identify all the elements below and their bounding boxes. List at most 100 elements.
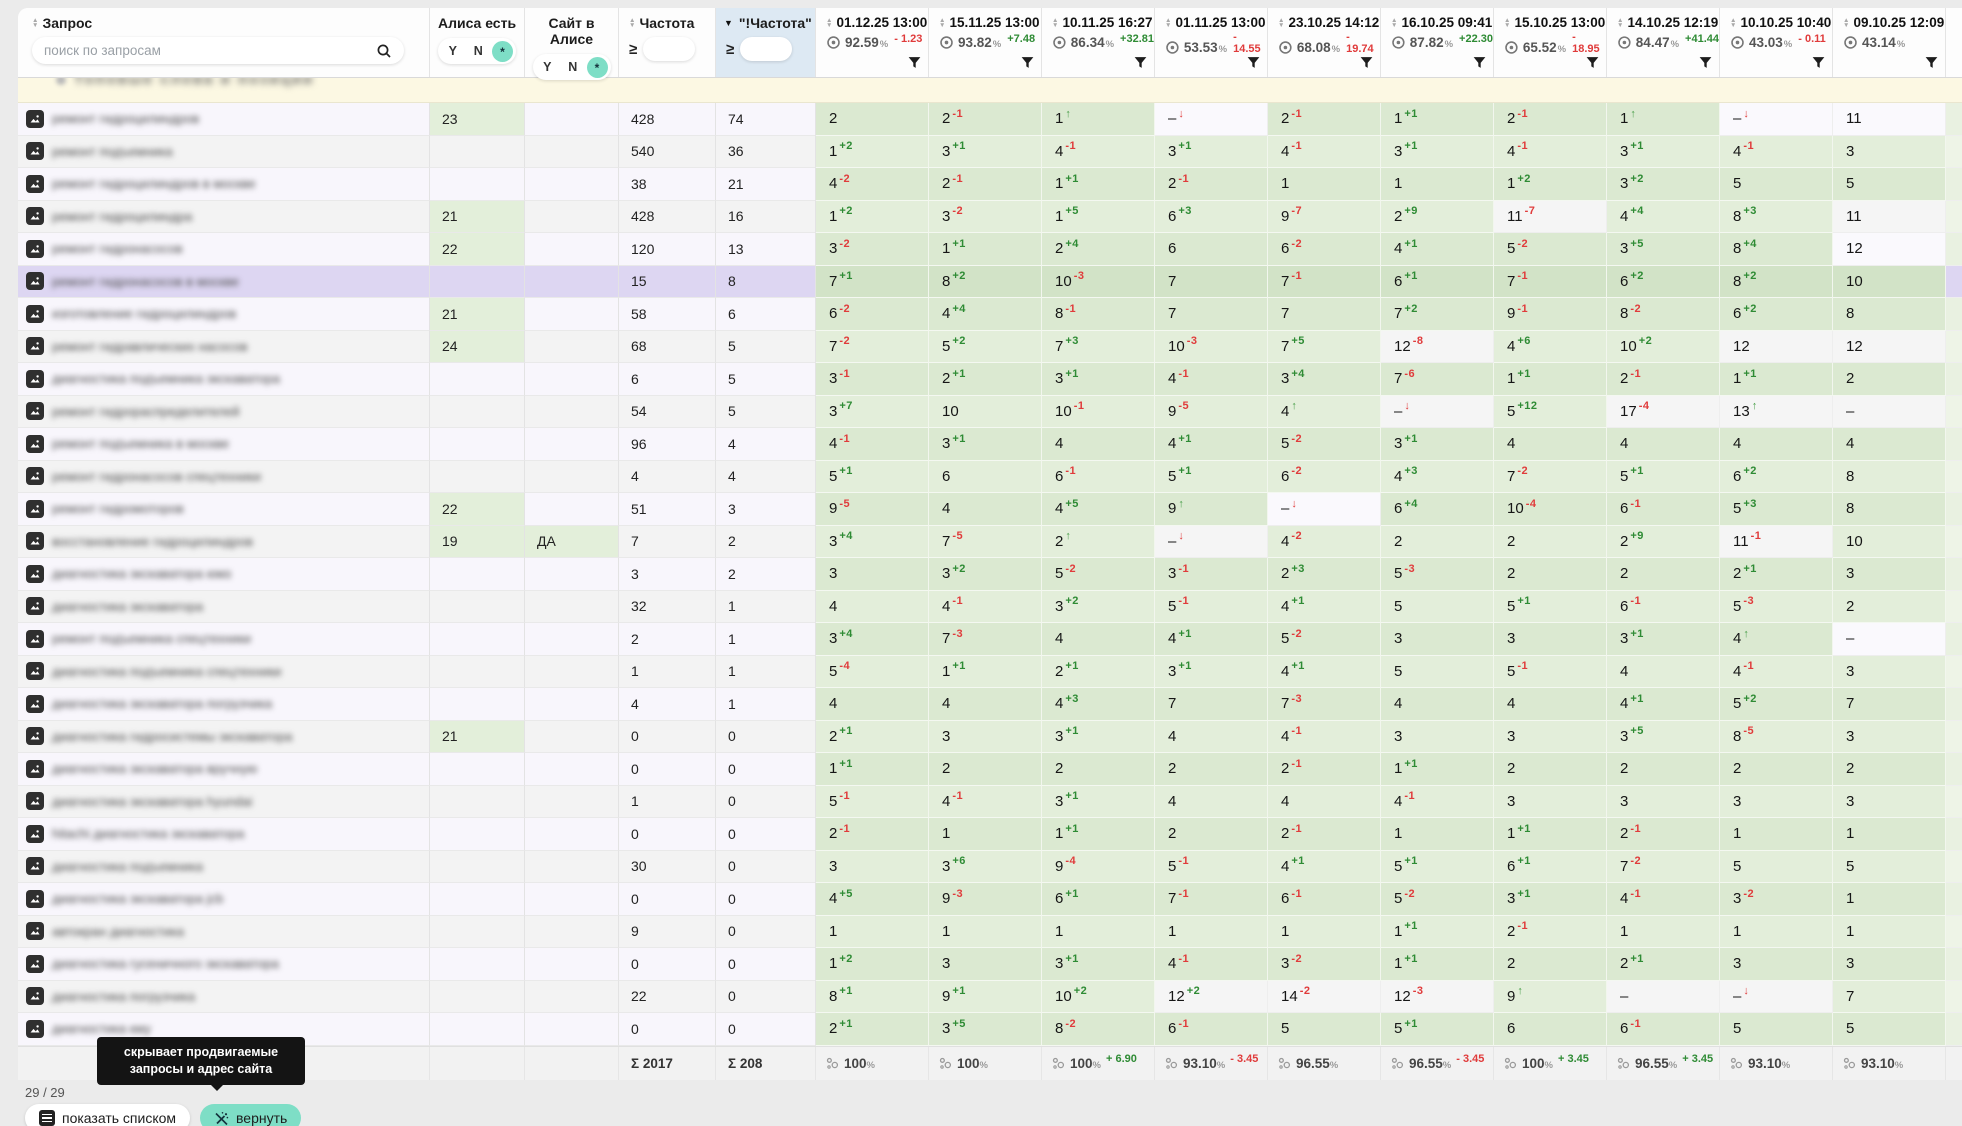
query-cell[interactable]: изготовление гидроцилиндров bbox=[18, 298, 430, 331]
eye-icon[interactable] bbox=[939, 35, 954, 50]
query-cell[interactable]: диагностика экскаватора jcb bbox=[18, 883, 430, 916]
query-cell[interactable]: диагностика гусеничного экскаватора bbox=[18, 948, 430, 981]
table-row[interactable]: ремонт гидронасосов в москве 15 8 7 +1 8 +2 10-… bbox=[18, 265, 1962, 298]
filter-funnel-icon[interactable] bbox=[1247, 56, 1260, 74]
table-row[interactable]: диагностика кму 0 0 2 +1 3 +5 8 -2 6 -1 5 5 +1 6 6 -1 5 5 bbox=[18, 1013, 1962, 1046]
table-row[interactable]: ремонт гидроцилиндра 21 428 16 1 +2 3 -2 1 +5 6 +3 9… bbox=[18, 200, 1962, 233]
sort-icon[interactable]: ▲ ▼ bbox=[32, 17, 39, 29]
query-cell[interactable]: ремонт гидронасосов спецтехники bbox=[18, 460, 430, 493]
table-row[interactable]: ремонт гидронасосов спецтехники 4 4 5 +1 6 6 -1… bbox=[18, 460, 1962, 493]
sort-icon[interactable]: ▲ ▼ bbox=[1052, 16, 1059, 29]
sort-icon[interactable]: ▲ ▼ bbox=[826, 16, 833, 29]
date-sort-header[interactable]: ▲ ▼ 15.11.25 13:00 bbox=[939, 15, 1041, 30]
filter-funnel-icon[interactable] bbox=[1586, 56, 1599, 74]
query-cell[interactable]: ремонт подъемника в москве bbox=[18, 428, 430, 461]
eye-icon[interactable] bbox=[1391, 35, 1406, 50]
filter-funnel-icon[interactable] bbox=[1812, 56, 1825, 74]
sort-icon[interactable]: ▲ ▼ bbox=[1617, 16, 1624, 29]
table-row[interactable]: ремонт подъемника 540 36 1 +2 3 +1 4 -1 3 +1 4 -1 3 +1… bbox=[18, 135, 1962, 168]
query-cell[interactable]: диагностика подъемника спецтехники bbox=[18, 655, 430, 688]
site-filter-any[interactable]: * bbox=[586, 56, 608, 78]
table-row[interactable]: диагностика экскаватора погрузчика 4 1 4 4 4 +… bbox=[18, 688, 1962, 721]
search-input[interactable]: поиск по запросам bbox=[32, 37, 404, 64]
query-cell[interactable]: диагностика экскаватора вручную bbox=[18, 753, 430, 786]
show-as-list-button[interactable]: показать списком bbox=[25, 1104, 191, 1126]
query-cell[interactable]: диагностика кму bbox=[18, 1013, 430, 1046]
date-sort-header[interactable]: ▲ ▼ 01.11.25 13:00 bbox=[1165, 15, 1267, 30]
table-row[interactable]: изготовление гидроцилиндров 21 58 6 6 -2 4 +4 8-… bbox=[18, 298, 1962, 331]
group-collapse-icon[interactable] bbox=[56, 78, 66, 85]
table-row[interactable]: восстановление гидроцилиндров 19 ДА 7 2 3 +4 7-… bbox=[18, 525, 1962, 558]
group-header-row[interactable]: Топовые слова и позиции bbox=[18, 78, 1962, 103]
sort-icon[interactable]: ▲ ▼ bbox=[629, 17, 636, 29]
table-row[interactable]: ремонт гидронасосов 22 120 13 3 -2 1 +1 2 +4 6 6 -2 4… bbox=[18, 233, 1962, 266]
exact-frequency-sort-header[interactable]: ▼ "!Частота" bbox=[716, 15, 815, 31]
table-row[interactable]: ремонт подъемника спецтехники 2 1 3 +4 7 -3 4 4 +… bbox=[18, 623, 1962, 656]
query-cell[interactable]: диагностика экскаватора юмз bbox=[18, 558, 430, 591]
eye-icon[interactable] bbox=[826, 35, 841, 50]
return-button[interactable]: вернуть bbox=[200, 1104, 302, 1126]
sort-icon[interactable]: ▲ ▼ bbox=[1504, 16, 1511, 29]
query-cell[interactable]: ремонт подъемника спецтехники bbox=[18, 623, 430, 656]
query-cell[interactable]: ремонт гидронасосов в москве bbox=[18, 265, 430, 298]
date-sort-header[interactable]: ▲ ▼ 09.10.25 12:09 bbox=[1843, 15, 1945, 30]
filter-funnel-icon[interactable] bbox=[1925, 56, 1938, 74]
query-cell[interactable]: ремонт гидромоторов bbox=[18, 493, 430, 526]
query-cell[interactable]: ремонт гидроцилиндров bbox=[18, 103, 430, 136]
query-cell[interactable]: автокран диагностика bbox=[18, 915, 430, 948]
eye-icon[interactable] bbox=[1504, 40, 1519, 55]
alice-filter-no[interactable]: N bbox=[473, 44, 483, 58]
table-row[interactable]: диагностика экскаватора юмз 3 2 3 3 +2 5 -2 3 -1 2… bbox=[18, 558, 1962, 591]
query-sort-header[interactable]: ▲ ▼ Запрос bbox=[32, 15, 429, 31]
eye-icon[interactable] bbox=[1843, 35, 1858, 50]
table-row[interactable]: диагностика экскаватора jcb 0 0 4 +5 9 -3 6 +1 7-… bbox=[18, 883, 1962, 916]
query-cell[interactable]: диагностика экскаватора bbox=[18, 590, 430, 623]
table-row[interactable]: автокран диагностика 9 0 1 1 1 1 1 1 +1 2 -1 1 1 1 bbox=[18, 915, 1962, 948]
eye-icon[interactable] bbox=[1730, 35, 1745, 50]
query-cell[interactable]: ремонт гидравлических насосов bbox=[18, 330, 430, 363]
query-cell[interactable]: ремонт гидроцилиндра bbox=[18, 200, 430, 233]
table-row[interactable]: диагностика гусеничного экскаватора 0 0 1 +2… bbox=[18, 948, 1962, 981]
date-sort-header[interactable]: ▲ ▼ 14.10.25 12:19 bbox=[1617, 15, 1719, 30]
query-cell[interactable]: диагностика подъемника bbox=[18, 850, 430, 883]
table-row[interactable]: диагностика подъемника спецтехники 1 1 5 -4 1… bbox=[18, 655, 1962, 688]
table-row[interactable]: диагностика экскаватора hyundai 1 0 5 -1 4 -1 3… bbox=[18, 785, 1962, 818]
query-cell[interactable]: ремонт гидроцилиндров в москве bbox=[18, 168, 430, 201]
date-sort-header[interactable]: ▲ ▼ 01.12.25 13:00 bbox=[826, 15, 928, 30]
table-row[interactable]: hitachi диагностика экскаватора 0 0 2 -1 1 1 +1… bbox=[18, 818, 1962, 851]
table-row[interactable]: диагностика подъемника экскаватора 6 5 3 -1 2… bbox=[18, 363, 1962, 396]
frequency-filter-input[interactable] bbox=[643, 37, 696, 61]
filter-funnel-icon[interactable] bbox=[1360, 56, 1373, 74]
sort-icon[interactable]: ▲ ▼ bbox=[1278, 16, 1285, 29]
sort-icon[interactable]: ▲ ▼ bbox=[1391, 16, 1398, 29]
table-row[interactable]: ремонт гидромоторов 22 51 3 9 -5 4 4 +5 9 ↑ – ↓ 6 +4 10… bbox=[18, 493, 1962, 526]
table-row[interactable]: ремонт гидроцилиндров 23 428 74 2 2 -1 1 ↑ – ↓ 2 -1 1… bbox=[18, 103, 1962, 136]
sort-icon[interactable]: ▲ ▼ bbox=[939, 16, 946, 29]
date-sort-header[interactable]: ▲ ▼ 23.10.25 14:12 bbox=[1278, 15, 1380, 30]
query-cell[interactable]: диагностика экскаватора hyundai bbox=[18, 785, 430, 818]
table-row[interactable]: ремонт гидравлических насосов 24 68 5 7 -2 5 +2… bbox=[18, 330, 1962, 363]
query-cell[interactable]: ремонт гидрораспределителей bbox=[18, 395, 430, 428]
exact-frequency-filter-input[interactable] bbox=[740, 37, 793, 61]
eye-icon[interactable] bbox=[1278, 40, 1293, 55]
date-sort-header[interactable]: ▲ ▼ 15.10.25 13:00 bbox=[1504, 15, 1606, 30]
filter-funnel-icon[interactable] bbox=[908, 56, 921, 74]
query-cell[interactable]: диагностика погрузчика bbox=[18, 980, 430, 1013]
sort-icon[interactable]: ▲ ▼ bbox=[1730, 16, 1737, 29]
sort-desc-icon[interactable]: ▼ bbox=[724, 18, 733, 28]
date-sort-header[interactable]: ▲ ▼ 10.11.25 16:27 bbox=[1052, 15, 1154, 30]
filter-funnel-icon[interactable] bbox=[1473, 56, 1486, 74]
frequency-sort-header[interactable]: ▲ ▼ Частота bbox=[619, 15, 715, 31]
table-row[interactable]: ремонт гидрораспределителей 54 5 3 +7 10 10 -1 9… bbox=[18, 395, 1962, 428]
date-sort-header[interactable]: ▲ ▼ 10.10.25 10:40 bbox=[1730, 15, 1832, 30]
filter-funnel-icon[interactable] bbox=[1134, 56, 1147, 74]
date-sort-header[interactable]: ▲ ▼ 16.10.25 09:41 bbox=[1391, 15, 1493, 30]
alice-filter-yes[interactable]: Y bbox=[448, 44, 457, 58]
query-cell[interactable]: hitachi диагностика экскаватора bbox=[18, 818, 430, 851]
site-filter-no[interactable]: N bbox=[568, 60, 578, 74]
filter-funnel-icon[interactable] bbox=[1021, 56, 1034, 74]
table-row[interactable]: диагностика подъемника 30 0 3 3 +6 9 -4 5 -1 4 +1 5 +… bbox=[18, 850, 1962, 883]
table-row[interactable]: диагностика гидросистемы экскаватора 21 0 0… bbox=[18, 720, 1962, 753]
table-row[interactable]: ремонт подъемника в москве 96 4 4 -1 3 +1 4 4 +1 5… bbox=[18, 428, 1962, 461]
filter-funnel-icon[interactable] bbox=[1699, 56, 1712, 74]
